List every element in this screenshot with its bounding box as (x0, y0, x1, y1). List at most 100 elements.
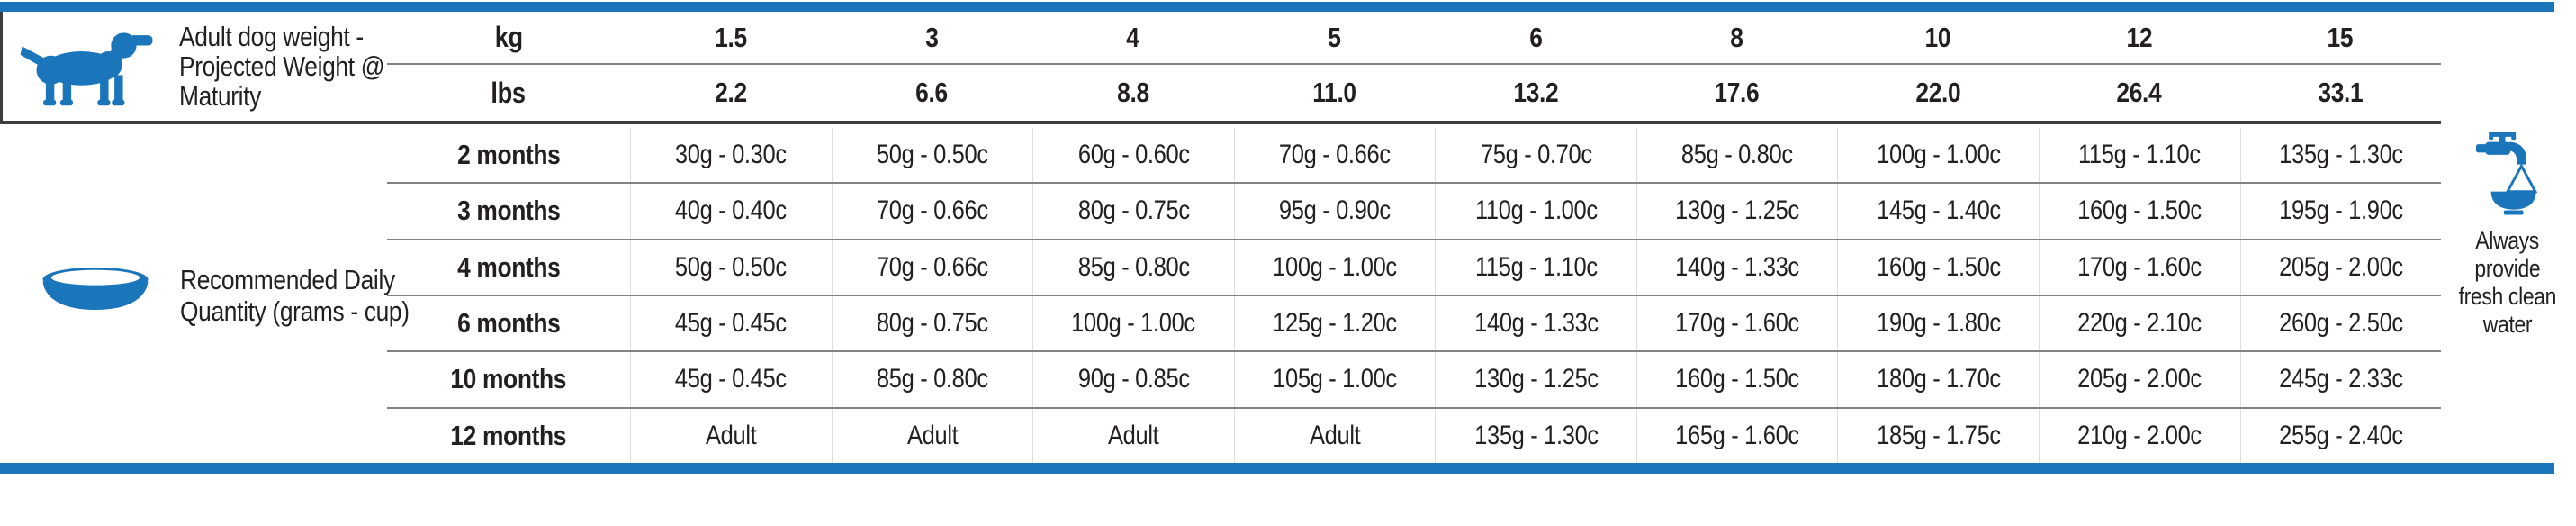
kg-values-row: kg 1.5 3 4 5 6 8 10 12 15 (387, 12, 2441, 65)
quantity-cell: 45g - 0.45c (630, 295, 832, 351)
lbs-unit-cell: lbs (387, 65, 630, 121)
kg-value-cell: 5 (1234, 12, 1436, 63)
table-row: 10 months 45g - 0.45c 85g - 0.80c 90g - 0.8… (387, 352, 2441, 409)
quantity-cell: 130g - 1.25c (1435, 352, 1636, 407)
quantity-cell-label: 45g - 0.45c (675, 364, 788, 394)
quantity-cell: 185g - 1.75c (1837, 408, 2039, 463)
water-note-line4: water (2482, 311, 2533, 338)
kg-unit-cell: kg (387, 12, 630, 63)
quantity-cell: 70g - 0.66c (1233, 128, 1436, 183)
quantity-cell-label: 105g - 1.00c (1273, 364, 1397, 394)
quantity-cell-label: 205g - 2.00c (2077, 364, 2202, 394)
quantity-cell-label: 195g - 1.90c (2278, 195, 2403, 226)
quantity-cell: 140g - 1.33c (1635, 240, 1838, 295)
lbs-value-cell: 22.0 (1837, 65, 2039, 121)
quantity-cell: 95g - 0.90c (1233, 184, 1436, 239)
lbs-value-cell: 26.4 (2039, 65, 2240, 121)
age-cell: 12 months (387, 409, 630, 463)
quantity-cell-label: 255g - 2.40c (2278, 420, 2403, 450)
quantity-cell-label: 160g - 1.50c (1876, 251, 2001, 282)
quantity-cell: Adult (1032, 408, 1234, 463)
quantity-cell: 115g - 1.10c (2038, 128, 2240, 183)
quantity-cell-label: 110g - 1.00c (1474, 195, 1598, 226)
quantity-cell-label: 60g - 0.60c (1077, 140, 1190, 170)
quantity-cell: Adult (831, 408, 1033, 463)
quantity-cell-label: 140g - 1.33c (1675, 251, 1799, 282)
quantity-cell: 30g - 0.30c (630, 128, 832, 183)
quantity-cell: 130g - 1.25c (1635, 184, 1838, 239)
quantity-cell-label: 135g - 1.30c (1473, 420, 1599, 450)
kg-value-cell: 3 (832, 12, 1033, 63)
kg-value-cell: 10 (1837, 12, 2039, 63)
lbs-value-cell-label: 17.6 (1714, 77, 1760, 108)
quantity-cell-label: 170g - 1.60c (1675, 308, 1799, 339)
quantity-title-line1: Recommended Daily (180, 264, 395, 295)
quantity-cell-label: 50g - 0.50c (675, 251, 788, 282)
table-row: 3 months 40g - 0.40c 70g - 0.66c 80g - 0.75… (387, 184, 2441, 240)
quantity-cell-label: 100g - 1.00c (1273, 251, 1397, 282)
lbs-value-cell-label: 13.2 (1513, 77, 1558, 108)
table-row: 6 months 45g - 0.45c 80g - 0.75c 100g - 1.0… (387, 295, 2441, 353)
water-note-line2: provide (2474, 255, 2541, 282)
quantity-cell: 205g - 2.00c (2038, 352, 2240, 407)
quantity-cell: 210g - 2.00c (2038, 408, 2240, 463)
weight-title-line2: Projected Weight @ (179, 50, 385, 82)
quantity-cell: 75g - 0.70c (1435, 128, 1636, 183)
kg-value-cell: 1.5 (630, 12, 832, 63)
lbs-value-cell: 13.2 (1435, 65, 1636, 121)
age-cell: 6 months (387, 296, 630, 350)
quantity-cell-label: 115g - 1.10c (1474, 251, 1598, 282)
table-row: 12 months Adult Adult Adult Adult 135g - 1.30… (387, 408, 2442, 463)
lbs-value-cell-label: 26.4 (2116, 77, 2162, 108)
quantity-cell-label: Adult (706, 420, 757, 450)
bowl-icon (34, 266, 157, 325)
quantity-cell-label: 140g - 1.33c (1473, 308, 1599, 339)
quantity-cell: 140g - 1.33c (1435, 295, 1636, 351)
quantity-cell: 40g - 0.40c (630, 184, 832, 239)
quantity-cell-label: 70g - 0.66c (876, 251, 988, 282)
kg-value-cell: 8 (1636, 12, 1838, 63)
age-cell-label: 10 months (450, 363, 567, 395)
quantity-cell-label: Adult (1309, 420, 1361, 450)
quantity-cell-label: 70g - 0.66c (1279, 140, 1391, 170)
quantity-cell: 70g - 0.66c (831, 184, 1033, 239)
kg-value-cell-label: 10 (1924, 21, 1951, 53)
kg-value-cell: 6 (1435, 12, 1636, 63)
quantity-cell-label: 160g - 1.50c (1675, 364, 1799, 394)
quantity-cell: Adult (1233, 408, 1436, 463)
kg-value-cell-label: 6 (1528, 21, 1543, 53)
quantity-cell: 220g - 2.10c (2038, 295, 2240, 351)
quantity-cell-label: 260g - 2.50c (2278, 308, 2403, 339)
quantity-cell-label: 95g - 0.90c (1279, 195, 1391, 226)
quantity-cell: 195g - 1.90c (2239, 184, 2442, 239)
table-row: 4 months 50g - 0.50c 70g - 0.66c 85g - 0.80… (387, 240, 2441, 296)
weight-title-line1: Adult dog weight - (179, 21, 364, 52)
quantity-cell-label: 85g - 0.80c (1077, 251, 1190, 282)
quantity-cell-label: 160g - 1.50c (2077, 195, 2202, 226)
quantity-cell-label: 180g - 1.70c (1876, 364, 2001, 394)
quantity-cell: 85g - 0.80c (1635, 128, 1838, 183)
water-note: Always provide fresh clean water (2443, 132, 2572, 339)
quantity-cell: 170g - 1.60c (1635, 295, 1838, 351)
age-cell: 3 months (387, 184, 630, 238)
kg-unit-label: kg (494, 21, 523, 53)
quantity-cell: 180g - 1.70c (1837, 352, 2039, 407)
kg-value-cell-label: 4 (1126, 21, 1140, 53)
quantity-cell-label: 165g - 1.60c (1675, 420, 1799, 450)
kg-value-cell-label: 1.5 (714, 21, 747, 53)
quantity-cell: 100g - 1.00c (1032, 295, 1234, 351)
quantity-cell: 160g - 1.50c (1635, 352, 1838, 407)
quantity-cell-label: 80g - 0.75c (876, 308, 988, 339)
quantity-cell-label: 130g - 1.25c (1675, 195, 1799, 226)
lbs-unit-label: lbs (491, 76, 527, 109)
kg-value-cell-label: 8 (1730, 21, 1743, 53)
kg-value-cell-label: 15 (2327, 21, 2354, 53)
quantity-cell: 85g - 0.80c (831, 352, 1033, 407)
quantity-cell-label: 85g - 0.80c (1681, 140, 1794, 170)
quantity-cell-label: 190g - 1.80c (1876, 308, 2001, 339)
kg-value-cell-label: 3 (925, 21, 939, 53)
lbs-value-cell-label: 33.1 (2318, 77, 2364, 108)
quantity-label-cell: Recommended Daily Quantity (grams - cup) (0, 128, 410, 463)
quantity-cell: 255g - 2.40c (2239, 408, 2442, 463)
lbs-value-cell-label: 6.6 (915, 77, 949, 108)
